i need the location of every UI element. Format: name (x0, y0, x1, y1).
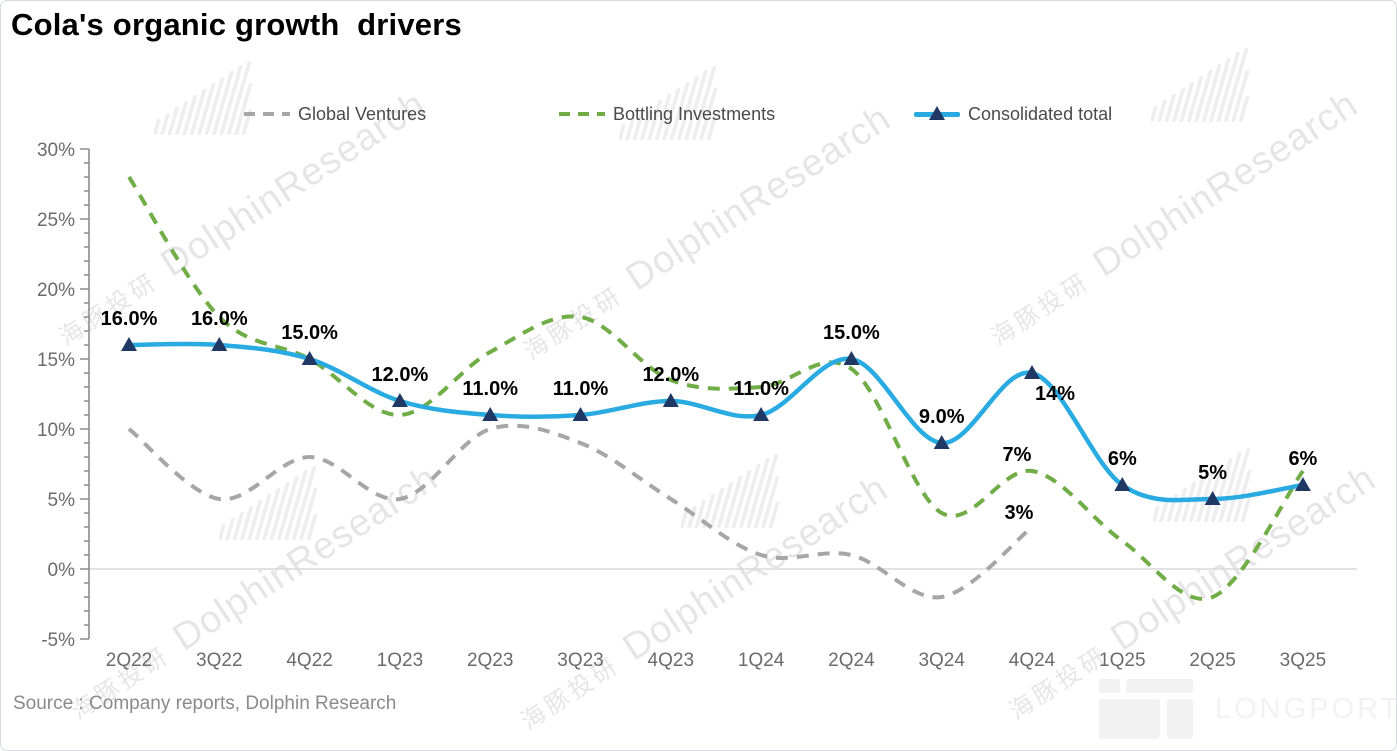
marker-triangle (1114, 477, 1131, 491)
marker-triangle (753, 407, 770, 421)
data-label: 3% (1005, 502, 1034, 524)
longport-logo-icon (1099, 679, 1193, 739)
data-label: 16.0% (101, 308, 158, 330)
data-label: 15.0% (823, 322, 880, 344)
y-axis-label: 20% (37, 280, 75, 301)
marker-triangle (843, 351, 860, 365)
marker-triangle (1204, 491, 1221, 505)
data-label: 16.0% (191, 308, 248, 330)
data-label: 14% (1035, 383, 1075, 405)
y-axis-label: -5% (41, 630, 75, 651)
data-label: 11.0% (462, 378, 518, 400)
x-axis-label: 4Q24 (1009, 650, 1056, 671)
legend-label: Global Ventures (298, 103, 427, 124)
consolidated-total-line-icon (914, 103, 960, 125)
marker-triangle (482, 407, 499, 421)
marker-triangle (662, 393, 679, 407)
data-label: 9.0% (919, 406, 965, 428)
x-axis-label: 4Q23 (648, 650, 694, 671)
chart-title: Cola's organic growth drivers (11, 7, 462, 42)
x-axis-label: 1Q23 (377, 650, 423, 671)
data-label: 12.0% (372, 364, 429, 386)
marker-triangle (211, 337, 228, 351)
series-line-bottling-investments (127, 175, 1305, 601)
legend-item-bottling-investments: Bottling Investments (559, 103, 775, 125)
y-axis-label: 30% (37, 140, 75, 161)
legend-item-global-ventures: Global Ventures (244, 103, 426, 125)
x-axis-label: 3Q22 (196, 650, 242, 671)
data-label: 15.0% (281, 322, 338, 344)
data-label: 12.0% (642, 364, 699, 386)
x-axis-label: 3Q24 (918, 650, 965, 671)
x-axis-label: 2Q23 (467, 650, 513, 671)
marker-triangle (572, 407, 589, 421)
x-axis-label: 1Q24 (738, 650, 785, 671)
series-line-global-ventures (127, 423, 1034, 600)
marker-triangle (391, 393, 408, 407)
longport-logo-text: LONGPORT (1215, 692, 1397, 725)
marker-triangle (121, 337, 137, 351)
longport-logo: LONGPORT (1099, 679, 1397, 739)
x-axis-label: 2Q25 (1189, 650, 1235, 671)
legend-label: Bottling Investments (613, 103, 776, 124)
global-ventures-dash-icon (244, 103, 290, 125)
data-label: 11.0% (553, 378, 609, 400)
series-line-consolidated-total (128, 341, 1304, 503)
x-axis-label: 4Q22 (286, 650, 332, 671)
legend-label: Consolidated total (968, 103, 1113, 124)
x-axis-label: 1Q25 (1099, 650, 1145, 671)
y-axis-label: 10% (37, 420, 75, 441)
marker-triangle (1294, 477, 1311, 491)
data-label: 6% (1288, 448, 1317, 470)
x-axis-label: 2Q24 (828, 650, 875, 671)
data-label: 5% (1198, 462, 1227, 484)
data-label: 7% (1003, 444, 1032, 466)
x-axis-label: 2Q22 (106, 650, 152, 671)
x-axis-label: 3Q23 (557, 650, 603, 671)
marker-triangle (301, 351, 318, 365)
data-label: 6% (1108, 448, 1137, 470)
marker-triangle (933, 435, 950, 449)
y-axis-label: 25% (37, 210, 75, 231)
y-axis-label: 15% (37, 350, 75, 371)
marker-triangle (1024, 365, 1040, 379)
legend-item-consolidated-total: Consolidated total (914, 103, 1112, 125)
y-axis-label: 5% (48, 490, 76, 511)
source-note: Source : Company reports, Dolphin Resear… (13, 693, 397, 714)
data-label: 11.0% (733, 378, 789, 400)
y-axis-label: 0% (48, 560, 76, 581)
x-axis-label: 3Q25 (1280, 650, 1326, 671)
bottling-investments-dash-icon (559, 103, 605, 125)
